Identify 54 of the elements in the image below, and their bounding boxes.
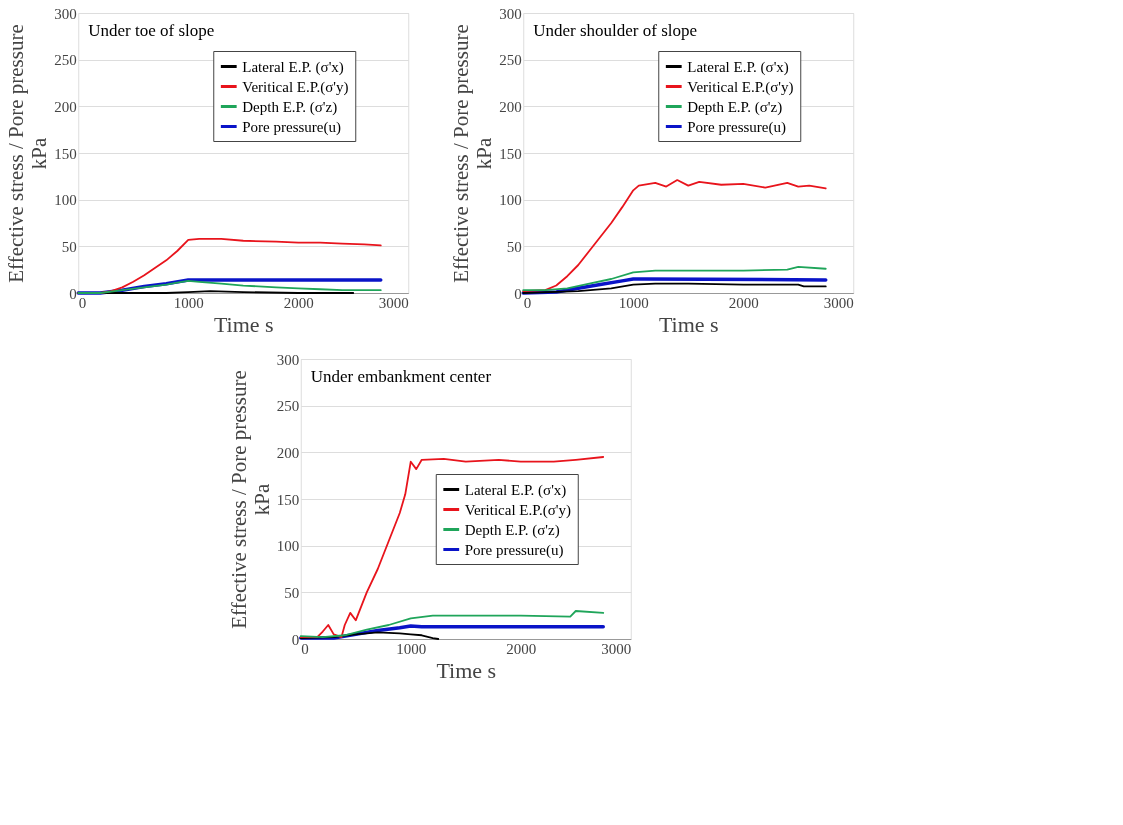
x-tick-label: 1000: [396, 640, 427, 657]
legend-label: Depth E.P. (σ'z): [242, 98, 338, 116]
y-tick-label: 250: [54, 52, 77, 69]
y-tick-label: 250: [499, 52, 522, 69]
legend-label: Depth E.P. (σ'z): [687, 98, 783, 116]
y-tick-label: 150: [276, 491, 300, 508]
y-tick-label: 300: [276, 351, 300, 368]
legend-label: Pore pressure(u): [687, 118, 786, 136]
y-tick-label: 250: [276, 398, 300, 415]
y-tick-label: 200: [54, 98, 77, 115]
x-tick-label: 3000: [378, 294, 409, 311]
y-tick-label: 50: [61, 238, 77, 255]
y-tick-label: 100: [276, 538, 300, 555]
legend-label: Pore pressure(u): [464, 541, 564, 559]
y-axis-title: Effective stress / Pore pressure kPa: [226, 370, 274, 629]
y-tick-label: 100: [499, 192, 522, 209]
x-tick-label: 3000: [823, 294, 854, 311]
x-tick-label: 2000: [506, 640, 537, 657]
line-series: [299, 631, 440, 640]
x-tick-label: 2000: [728, 294, 759, 311]
y-tick-label: 300: [499, 5, 522, 22]
y-tick-label: 200: [499, 98, 522, 115]
x-axis-title: Time s: [213, 311, 274, 337]
legend-label: Veritical E.P.(σ'y): [242, 78, 349, 96]
x-tick-label: 1000: [173, 294, 204, 311]
legend-label: Lateral E.P. (σ'x): [687, 58, 789, 76]
line-series: [299, 456, 605, 639]
y-tick-label: 300: [54, 5, 77, 22]
y-axis-title: Effective stress / Pore pressure kPa: [449, 24, 497, 283]
y-tick-label: 150: [54, 145, 77, 162]
y-tick-label: 50: [506, 238, 522, 255]
chart-title: Under embankment center: [310, 367, 492, 386]
legend-label: Lateral E.P. (σ'x): [464, 481, 567, 499]
line-series: [522, 265, 827, 292]
legend-label: Veritical E.P.(σ'y): [687, 78, 794, 96]
y-tick-label: 200: [276, 444, 300, 461]
chart-title: Under toe of slope: [88, 21, 215, 40]
x-axis-title: Time s: [658, 311, 719, 337]
legend-label: Lateral E.P. (σ'x): [242, 58, 344, 76]
x-tick-label: 2000: [283, 294, 314, 311]
line-series: [522, 282, 827, 294]
x-axis-title: Time s: [436, 657, 497, 683]
legend-label: Depth E.P. (σ'z): [464, 521, 560, 539]
y-tick-label: 150: [499, 145, 522, 162]
legend-label: Pore pressure(u): [242, 118, 341, 136]
line-series: [299, 610, 605, 639]
x-tick-label: 3000: [601, 640, 632, 657]
line-series: [522, 179, 827, 293]
x-tick-label: 1000: [618, 294, 649, 311]
legend-label: Veritical E.P.(σ'y): [464, 501, 571, 519]
y-tick-label: 50: [284, 584, 300, 601]
y-tick-label: 100: [54, 192, 77, 209]
chart-title: Under shoulder of slope: [533, 21, 698, 40]
y-axis-title: Effective stress / Pore pressure kPa: [4, 24, 52, 283]
